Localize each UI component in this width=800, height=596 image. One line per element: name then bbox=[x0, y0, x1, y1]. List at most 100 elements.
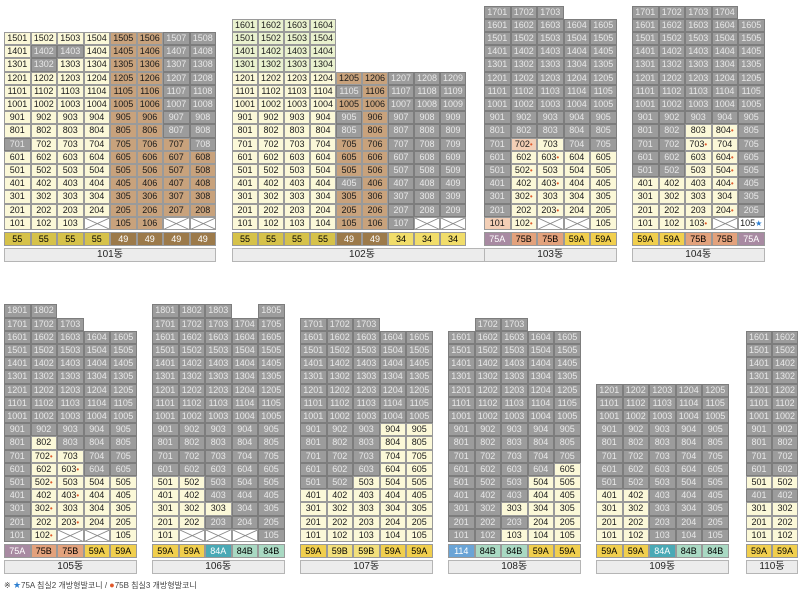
unit-cell: 1103 bbox=[57, 396, 84, 410]
unit-cell: 1702 bbox=[326, 317, 353, 331]
unit-cell: 601 bbox=[632, 150, 659, 164]
unit-cell: 704 bbox=[675, 449, 702, 463]
unit-cell: 801 bbox=[746, 436, 772, 450]
unit-cell: 908 bbox=[414, 111, 440, 125]
unit-cell: 201 bbox=[484, 203, 511, 217]
unit-cell: 1702 bbox=[658, 5, 685, 19]
unit-cell: 1105 bbox=[554, 396, 581, 410]
unit-cell: 405 bbox=[702, 489, 729, 503]
unit-cell: 1104 bbox=[675, 396, 702, 410]
unit-cell: 1505 bbox=[738, 32, 765, 46]
unit-cell: 302 bbox=[258, 190, 284, 204]
unit-cell: 804 bbox=[675, 436, 702, 450]
unit-cell: 602 bbox=[772, 462, 798, 476]
unit-cell: 101 bbox=[632, 216, 659, 230]
unit-cell: 901 bbox=[484, 111, 511, 125]
unit-cell: 1202 bbox=[326, 383, 353, 397]
unit-cell: 1204 bbox=[231, 383, 258, 397]
unit-cell: 101 bbox=[300, 528, 327, 542]
unit-cell: 701 bbox=[4, 137, 31, 151]
unit-cell: 503 bbox=[649, 476, 676, 490]
unit-cell: 407 bbox=[388, 177, 414, 191]
dot-marker-icon: • bbox=[49, 478, 53, 487]
unit-cell: 1205 bbox=[702, 383, 729, 397]
star-marker-icon: ★ bbox=[755, 218, 763, 228]
unit-type-label: 114 bbox=[448, 544, 475, 558]
unit-cell: 1101 bbox=[448, 396, 475, 410]
unit-cell: 1304 bbox=[711, 58, 738, 72]
unit-cell: 1303 bbox=[537, 58, 564, 72]
unit-cell: 404 bbox=[231, 489, 258, 503]
unit-cell: 504 bbox=[231, 476, 258, 490]
unit-cell: 401 bbox=[746, 489, 772, 503]
unit-type-label: 84B bbox=[474, 544, 501, 558]
unit-cell: 808 bbox=[414, 124, 440, 138]
unit-type-label: 75B bbox=[57, 544, 84, 558]
unit-cell: 1305 bbox=[554, 370, 581, 384]
unit-cell: 803 bbox=[649, 436, 676, 450]
unit-cell: 303 bbox=[649, 502, 676, 516]
unit-cell: 601 bbox=[746, 462, 772, 476]
unit-cell: 1206 bbox=[362, 71, 388, 85]
unit-cell: 305 bbox=[554, 502, 581, 516]
unit-cell: 405 bbox=[110, 177, 137, 191]
unit-cell: 602 bbox=[658, 150, 685, 164]
cross-icon bbox=[441, 217, 465, 229]
unit-type-label: 59A bbox=[632, 232, 659, 246]
unit-cell: 1402 bbox=[772, 357, 798, 371]
unit-cell: 602 bbox=[474, 462, 501, 476]
unit-cell: 1703 bbox=[205, 317, 232, 331]
unit-cell: 802 bbox=[772, 436, 798, 450]
unit-cell: 803 bbox=[205, 436, 232, 450]
unit-cell: 1301 bbox=[300, 370, 327, 384]
unit-cell: 303 bbox=[57, 502, 84, 516]
unit-cell: 301 bbox=[232, 190, 258, 204]
unit-cell: 101 bbox=[448, 528, 475, 542]
unit-cell: 1202 bbox=[622, 383, 649, 397]
unit-cell: 1501 bbox=[4, 32, 31, 46]
unit-cell: 1604 bbox=[527, 330, 554, 344]
unit-cell: 405 bbox=[554, 489, 581, 503]
unit-type-label: 59A bbox=[152, 544, 179, 558]
unit-cell: 609 bbox=[440, 150, 466, 164]
unit-type-row: 59A 59A 84A 84B 84B bbox=[596, 544, 729, 558]
unit-type-label: 59A bbox=[746, 544, 772, 558]
unit-cell: 502 bbox=[622, 476, 649, 490]
unit-cell: 701 bbox=[448, 449, 475, 463]
unit-cell: 901 bbox=[4, 423, 31, 437]
building-name: 110동 bbox=[746, 560, 798, 574]
unit-cell: 804 bbox=[563, 124, 590, 138]
unit-cell: 202 bbox=[30, 515, 57, 529]
unit-cell: 1504 bbox=[563, 32, 590, 46]
unit-cell: 1303 bbox=[501, 370, 528, 384]
unit-cell: 1403 bbox=[284, 45, 310, 59]
unit-cell: 205 bbox=[258, 515, 285, 529]
unit-cell: 906 bbox=[136, 111, 163, 125]
unit-cell: 401 bbox=[300, 489, 327, 503]
dot-marker-icon: • bbox=[76, 464, 80, 474]
unit-cell: 904 bbox=[563, 111, 590, 125]
unit-cell: 1502 bbox=[30, 344, 57, 358]
legend-star-text: 75A 침실2 개방형발코니 bbox=[21, 581, 103, 590]
unit-cell: 405 bbox=[110, 489, 137, 503]
unit-cell: 1005 bbox=[110, 410, 137, 424]
unit-cell: 503 bbox=[353, 476, 380, 490]
unit-cell: 1402 bbox=[178, 357, 205, 371]
unit-cell: 802 bbox=[326, 436, 353, 450]
unit-cell: 1604 bbox=[711, 18, 738, 32]
unit-cell: 1601 bbox=[4, 330, 31, 344]
unit-cell: 1004 bbox=[379, 410, 406, 424]
unit-cell: 1408 bbox=[189, 45, 216, 59]
unit-cell: 101 bbox=[596, 528, 623, 542]
unit-cell: 402 bbox=[622, 489, 649, 503]
unit-cell: 1501 bbox=[232, 32, 258, 46]
unit-cell: 1604 bbox=[83, 330, 110, 344]
unit-cell: 605 bbox=[702, 462, 729, 476]
unit-cell: 301 bbox=[484, 190, 511, 204]
unit-cell: 1304 bbox=[231, 370, 258, 384]
unit-cell: 1303 bbox=[284, 58, 310, 72]
unit-cell: 301 bbox=[300, 502, 327, 516]
unit-type-label: 34 bbox=[440, 232, 466, 246]
unit-cell: 1103 bbox=[501, 396, 528, 410]
unit-cell: 1205 bbox=[554, 383, 581, 397]
